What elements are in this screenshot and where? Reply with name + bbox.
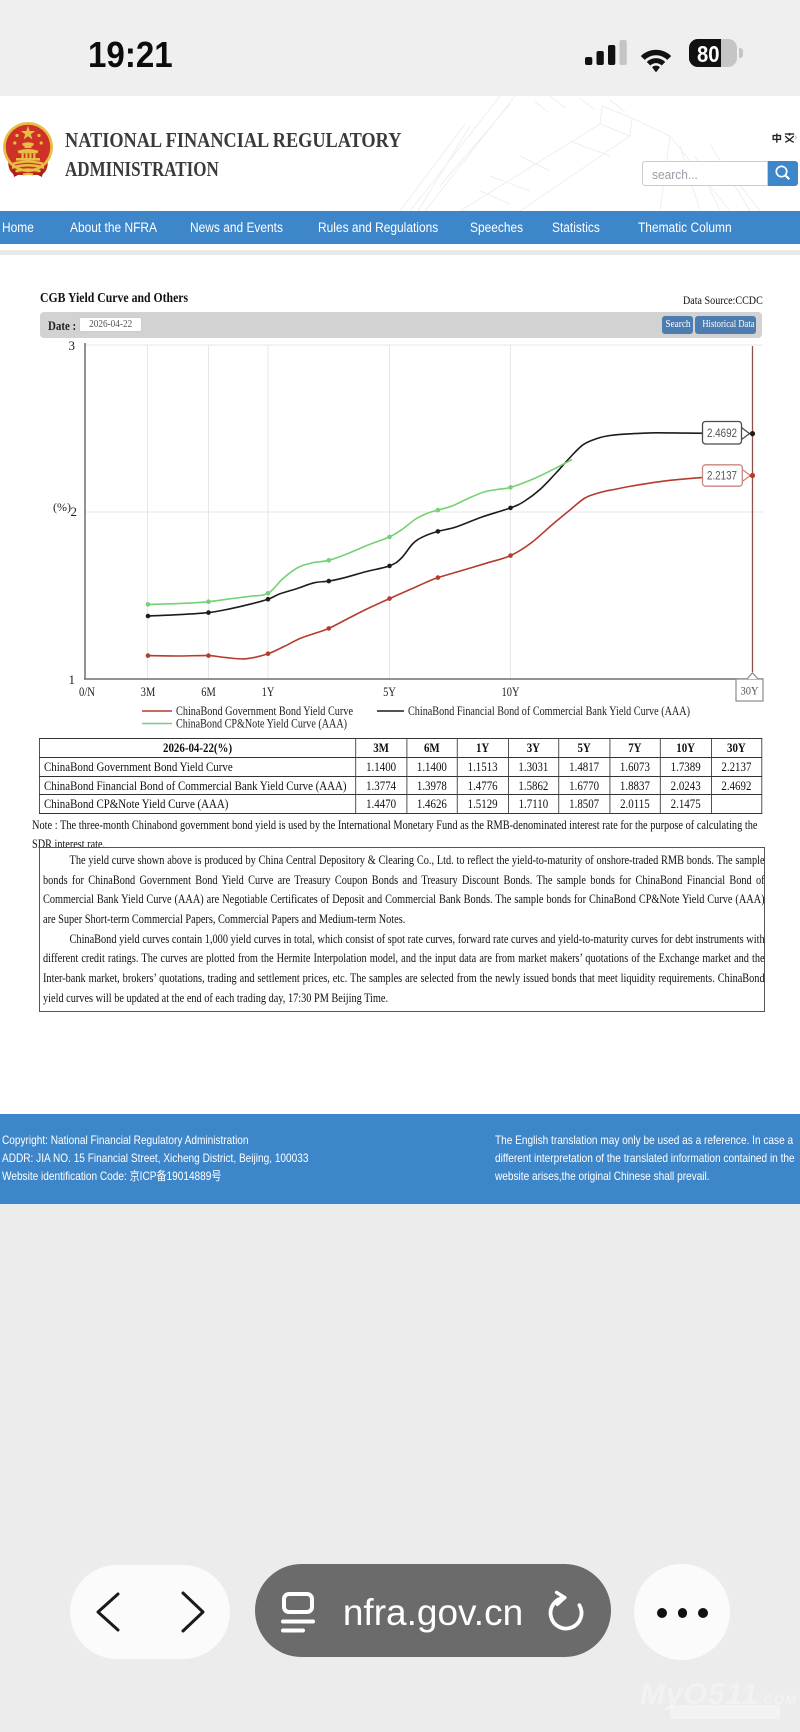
svg-text:ChinaBond CP&Note Yield Curve: ChinaBond CP&Note Yield Curve (AAA) xyxy=(176,717,347,731)
svg-text:nfra.gov.cn: nfra.gov.cn xyxy=(343,1592,523,1633)
svg-text:(%): (%) xyxy=(53,500,71,514)
svg-text:2: 2 xyxy=(71,504,78,519)
svg-text:2.2137: 2.2137 xyxy=(707,471,737,483)
svg-text:ChinaBond Financial Bond of Co: ChinaBond Financial Bond of Commercial B… xyxy=(408,704,690,718)
svg-text:5Y: 5Y xyxy=(383,684,396,699)
svg-text:3: 3 xyxy=(69,338,76,353)
svg-text:0/N: 0/N xyxy=(79,684,96,699)
svg-text:1Y: 1Y xyxy=(262,684,275,699)
svg-text:6M: 6M xyxy=(201,684,216,699)
svg-text:10Y: 10Y xyxy=(502,684,520,699)
svg-text:1: 1 xyxy=(69,672,76,687)
svg-text:2.4692: 2.4692 xyxy=(707,428,737,440)
svg-text:30Y: 30Y xyxy=(741,684,759,698)
svg-text:3M: 3M xyxy=(141,684,156,699)
svg-text:ChinaBond Government Bond Yiel: ChinaBond Government Bond Yield Curve xyxy=(176,704,353,718)
